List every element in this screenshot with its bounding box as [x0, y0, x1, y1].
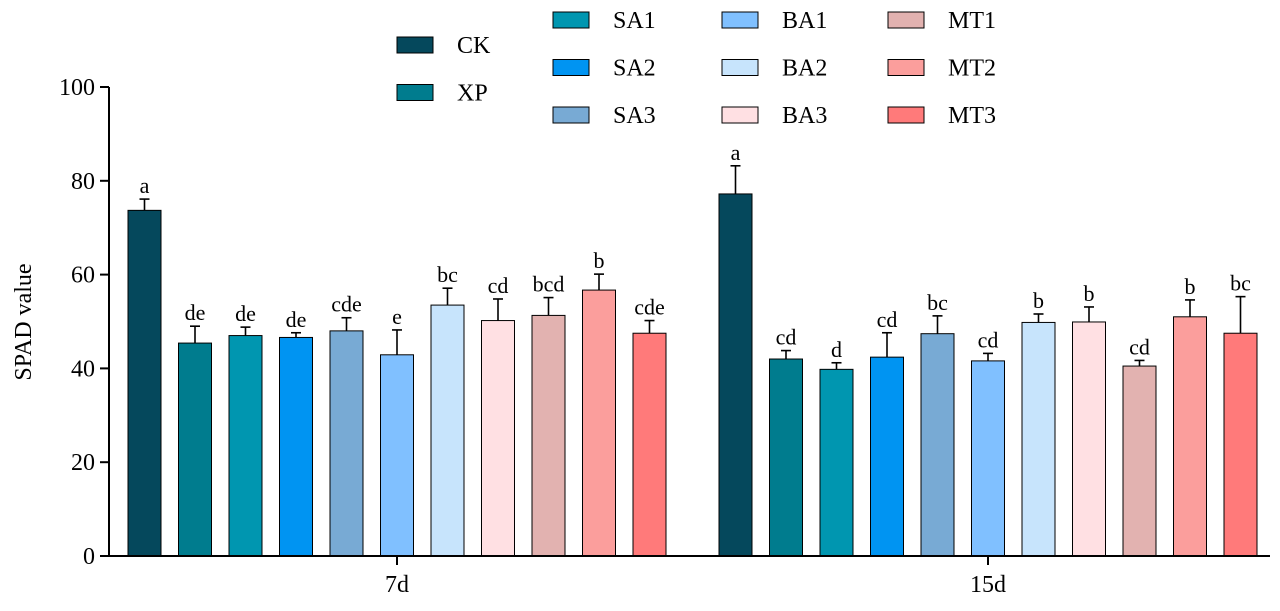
bar-ba3-15d — [1072, 321, 1106, 557]
axes-layer: 0 20 40 60 80 100 7d 15d — [59, 75, 1270, 598]
significance-letter: cde — [634, 295, 665, 320]
legend-swatch-sa1 — [552, 11, 590, 29]
legend-swatch-sa2 — [552, 59, 590, 76]
legend-label-mt3: MT3 — [948, 103, 996, 129]
bar-mt2-15d — [1173, 316, 1207, 557]
bar-ba1-15d — [971, 360, 1005, 557]
bar-mt2-7d — [582, 289, 616, 557]
bar-xp-7d — [178, 342, 212, 557]
legend-label-sa1: SA1 — [613, 8, 656, 34]
x-tick-label-7d: 7d — [385, 572, 409, 598]
legend-swatch-ba1 — [721, 11, 759, 29]
y-tick-label: 40 — [71, 356, 95, 382]
bar-sa2-15d — [870, 356, 904, 557]
legend-swatch-ba3 — [721, 106, 759, 124]
bar-sa1-15d — [819, 368, 854, 557]
significance-letter: bcd — [533, 272, 565, 297]
bar-ba2-7d — [430, 304, 465, 557]
significance-letter: cde — [331, 292, 362, 317]
legend-label-mt2: MT2 — [948, 56, 996, 82]
significance-letter: b — [1185, 274, 1196, 299]
bar-mt3-15d — [1223, 332, 1258, 557]
x-tick-label-15d: 15d — [970, 572, 1006, 598]
significance-letter: b — [594, 248, 605, 273]
bar-sa2-7d — [279, 336, 313, 557]
legend: CK XP SA1 SA2 SA3 BA1 BA2 BA3 MT1 MT2 MT3 — [396, 8, 996, 129]
bar-ba3-7d — [481, 320, 515, 557]
legend-label-ck: CK — [457, 33, 491, 59]
significance-letter: bc — [1230, 271, 1251, 296]
significance-letter: cd — [877, 307, 898, 332]
significance-letter: cd — [978, 327, 999, 352]
significance-letter: cd — [776, 325, 797, 350]
y-tick-label: 0 — [83, 544, 95, 570]
legend-swatch-sa3 — [552, 106, 590, 124]
legend-swatch-ba2 — [721, 59, 759, 76]
bar-mt1-15d — [1122, 365, 1157, 557]
legend-label-ba3: BA3 — [782, 103, 827, 129]
y-tick-label: 60 — [71, 263, 95, 289]
legend-label-sa2: SA2 — [613, 56, 656, 82]
bar-ck-7d — [127, 209, 162, 557]
bar-ck-15d — [718, 193, 753, 557]
significance-letter: bc — [927, 290, 948, 315]
legend-swatch-mt3 — [887, 106, 925, 124]
legend-swatch-xp — [396, 84, 434, 101]
significance-letter: e — [392, 304, 402, 329]
y-tick-label: 20 — [71, 450, 95, 476]
legend-label-sa3: SA3 — [613, 103, 656, 129]
legend-label-ba1: BA1 — [782, 8, 827, 34]
bar-sa1-7d — [228, 335, 263, 557]
bar-sa3-15d — [920, 333, 955, 557]
bar-mt3-7d — [632, 332, 667, 557]
legend-swatch-mt2 — [887, 59, 925, 76]
bar-ba2-15d — [1021, 321, 1056, 557]
legend-label-mt1: MT1 — [948, 8, 996, 34]
significance-letter: de — [286, 307, 307, 332]
significance-letter: cd — [1129, 334, 1150, 359]
legend-label-ba2: BA2 — [782, 56, 827, 82]
bar-xp-15d — [769, 358, 803, 557]
significance-letter: a — [140, 173, 150, 198]
legend-label-xp: XP — [457, 81, 488, 107]
y-axis-label: SPAD value — [11, 263, 37, 380]
y-tick-label: 80 — [71, 169, 95, 195]
significance-letter: cd — [488, 273, 509, 298]
bar-ba1-7d — [380, 354, 414, 557]
significance-letter: bc — [437, 262, 458, 287]
legend-swatch-ck — [396, 36, 434, 54]
significance-letter: b — [1084, 281, 1095, 306]
significance-letter: d — [831, 337, 842, 362]
bar-sa3-7d — [329, 330, 364, 557]
significance-letter: de — [185, 300, 206, 325]
y-tick-label: 100 — [59, 75, 95, 101]
significance-letter: a — [731, 140, 741, 165]
bar-mt1-7d — [531, 314, 566, 557]
significance-letter: b — [1033, 288, 1044, 313]
significance-letter: de — [235, 301, 256, 326]
legend-swatch-mt1 — [887, 11, 925, 29]
